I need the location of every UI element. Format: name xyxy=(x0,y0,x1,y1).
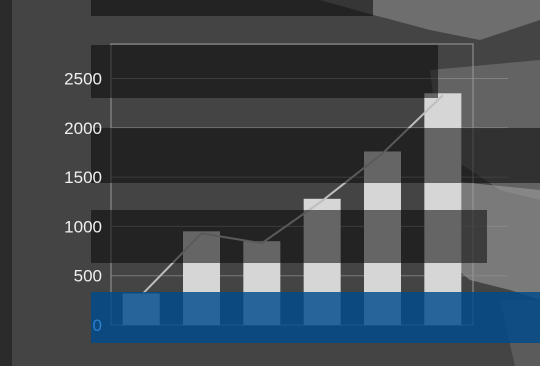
overlay-band-1 xyxy=(91,45,438,98)
highlight-band xyxy=(91,292,540,343)
overlay-band-3 xyxy=(91,210,487,263)
y-tick-label: 0 xyxy=(93,316,102,335)
overlay-bands xyxy=(91,0,540,343)
map-landmass-top xyxy=(320,0,540,40)
y-tick-label: 2500 xyxy=(64,70,102,89)
y-tick-label: 2000 xyxy=(64,119,102,138)
overlay-band-2 xyxy=(91,128,540,183)
left-edge-shade xyxy=(0,0,12,366)
overlay-band-top xyxy=(91,0,373,16)
y-tick-label: 1000 xyxy=(64,217,102,236)
y-tick-label: 1500 xyxy=(64,168,102,187)
y-tick-label: 500 xyxy=(74,267,102,286)
y-axis-ticks: 0 500 1000 1500 2000 2500 xyxy=(64,70,102,335)
